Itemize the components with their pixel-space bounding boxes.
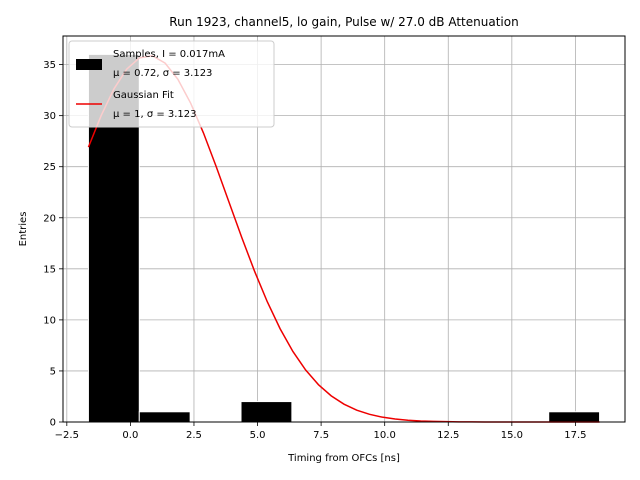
legend-histogram-swatch xyxy=(76,59,102,70)
plot-frame xyxy=(62,35,626,423)
x-tick-label-7: 15.0 xyxy=(501,430,523,441)
legend-box xyxy=(68,40,275,128)
y-axis-ticks: 0 5 10 15 20 25 30 35 xyxy=(43,60,63,429)
y-tick-label-3: 15 xyxy=(43,264,56,275)
legend: Samples, I = 0.017mA μ = 0.72, σ = 3.123… xyxy=(68,40,275,128)
histogram-bar-3 xyxy=(548,411,601,423)
y-tick-label-7: 35 xyxy=(43,60,56,71)
x-tick-label-3: 5.0 xyxy=(250,430,266,441)
y-tick-label-1: 5 xyxy=(50,366,56,377)
x-tick-label-4: 7.5 xyxy=(313,430,329,441)
y-tick-label-6: 30 xyxy=(43,111,56,122)
chart-title: Run 1923, channel5, lo gain, Pulse w/ 27… xyxy=(169,15,518,29)
legend-fit-label-line1: Gaussian Fit xyxy=(113,90,174,101)
histogram-bar-2 xyxy=(240,401,293,423)
x-axis-label: Timing from OFCs [ns] xyxy=(287,453,400,464)
x-tick-label-2: 2.5 xyxy=(186,430,202,441)
y-tick-label-0: 0 xyxy=(50,418,56,429)
legend-histogram-label-line1: Samples, I = 0.017mA xyxy=(113,49,225,60)
y-tick-label-2: 10 xyxy=(43,315,56,326)
x-tick-label-6: 12.5 xyxy=(437,430,459,441)
histogram-bar-1 xyxy=(138,411,191,423)
x-tick-label-1: 0.0 xyxy=(122,430,138,441)
x-tick-label-5: 10.0 xyxy=(374,430,396,441)
legend-histogram-label-line2: μ = 0.72, σ = 3.123 xyxy=(113,68,212,79)
x-tick-label-8: 17.5 xyxy=(564,430,586,441)
grid xyxy=(63,36,625,423)
x-tick-label-0: −2.5 xyxy=(55,430,79,441)
y-tick-label-4: 20 xyxy=(43,213,56,224)
x-axis-ticks: −2.5 0.0 2.5 5.0 7.5 10.0 12.5 15.0 17.5 xyxy=(55,422,587,441)
y-tick-label-5: 25 xyxy=(43,162,56,173)
y-axis-label: Entries xyxy=(18,212,29,247)
legend-fit-label-line2: μ = 1, σ = 3.123 xyxy=(113,109,197,120)
